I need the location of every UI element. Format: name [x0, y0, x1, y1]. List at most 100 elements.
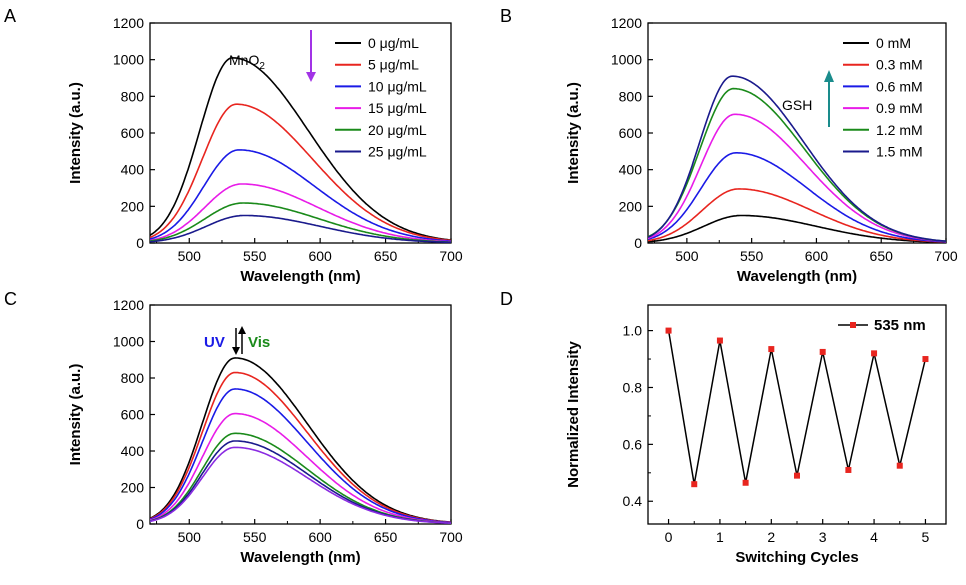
- y-tick-label: 0: [136, 235, 144, 251]
- x-tick-label: 650: [870, 248, 894, 264]
- panel-a: A 500 550 600 650 700 0 200 400 600 800 1000 1200 Wav…: [4, 6, 463, 285]
- annotation-gsh: GSH: [782, 70, 834, 127]
- y-axis-title: Intensity (a.u.): [67, 82, 84, 184]
- data-point: [845, 466, 852, 473]
- series-line-4: [150, 412, 451, 524]
- legend-label: 20 μg/mL: [368, 122, 427, 138]
- x-tick-label: 5: [922, 529, 930, 545]
- x-tick-label: 1: [716, 529, 724, 545]
- y-tick-label: 400: [619, 162, 643, 178]
- x-tick-label: 650: [374, 529, 398, 545]
- series-line-6: [648, 75, 946, 242]
- y-tick-label: 1000: [113, 52, 144, 68]
- legend-label: 1.2 mM: [876, 122, 923, 138]
- series-line-5: [150, 202, 451, 243]
- data-point: [665, 327, 672, 334]
- annotation-label: MnO2: [229, 52, 265, 72]
- x-tick-label: 500: [178, 248, 202, 264]
- x-tick-label: 0: [665, 529, 673, 545]
- series-line: [667, 330, 927, 485]
- x-tick-label: 500: [178, 529, 202, 545]
- legend-label: 0 μg/mL: [368, 35, 419, 51]
- annotation-label: GSH: [782, 97, 812, 113]
- annotation-text: MnO: [229, 52, 259, 68]
- y-tick-label: 1200: [113, 15, 144, 31]
- data-point: [794, 472, 800, 479]
- legend-label: 0.6 mM: [876, 78, 923, 94]
- data-point: [716, 337, 723, 344]
- legend-label: 25 μg/mL: [368, 144, 427, 160]
- x-tick-label: 550: [243, 248, 267, 264]
- series-line-1: [150, 357, 451, 523]
- series-line-1: [150, 56, 451, 241]
- arrow-down-head: [232, 347, 240, 355]
- x-axis-title: Wavelength (nm): [737, 268, 857, 285]
- x-tick-label: 700: [934, 248, 958, 264]
- y-tick-label: 400: [121, 443, 145, 459]
- y-tick-label: 600: [121, 407, 145, 423]
- annotation-uv-vis: UV Vis: [204, 326, 270, 355]
- x-tick-label: 2: [767, 529, 775, 545]
- series-line-2: [150, 371, 451, 524]
- annotation-uv: UV: [204, 334, 225, 351]
- legend-label: 1.5 mM: [876, 144, 923, 160]
- x-tick-label: 4: [870, 529, 878, 545]
- data-point: [768, 346, 775, 353]
- series-line-2: [648, 188, 946, 243]
- y-tick-label: 600: [121, 125, 145, 141]
- y-tick-label: 0.4: [623, 493, 643, 509]
- data-point: [922, 356, 929, 363]
- x-axis-title: Wavelength (nm): [240, 268, 360, 285]
- legend: 0 mM 0.3 mM 0.6 mM 0.9 mM 1.2 mM 1.5 mM: [843, 35, 923, 160]
- y-tick-label: 1000: [611, 52, 642, 68]
- x-tick-label: 700: [439, 529, 463, 545]
- series-line-4: [648, 113, 946, 243]
- legend-label: 0.9 mM: [876, 100, 923, 116]
- series-line-4: [150, 183, 451, 243]
- data-point: [896, 462, 903, 469]
- y-tick-label: 1200: [611, 15, 642, 31]
- panel-label: C: [4, 289, 17, 309]
- x-tick-label: 500: [675, 248, 699, 264]
- y-tick-label: 0.8: [623, 379, 643, 395]
- y-axis-title: Normalized Intensity: [565, 340, 582, 487]
- annotation-mno2: MnO2: [229, 30, 316, 82]
- y-tick-label: 600: [619, 125, 643, 141]
- legend-label: 535 nm: [874, 317, 926, 334]
- data-point: [871, 350, 878, 357]
- x-tick-label: 700: [439, 248, 463, 264]
- legend-label: 10 μg/mL: [368, 78, 427, 94]
- x-tick-label: 600: [308, 529, 332, 545]
- series-line-3: [150, 388, 451, 524]
- series-line-2: [150, 103, 451, 242]
- series-line-1: [648, 214, 946, 243]
- y-tick-label: 400: [121, 162, 145, 178]
- y-axis-title: Intensity (a.u.): [67, 364, 84, 466]
- y-tick-label: 1000: [113, 334, 144, 350]
- arrow-up-head: [238, 326, 246, 334]
- data-point: [691, 481, 698, 488]
- legend-label: 0 mM: [876, 35, 911, 51]
- y-tick-label: 0: [136, 516, 144, 532]
- x-tick-label: 600: [308, 248, 332, 264]
- series-line-6: [150, 214, 451, 243]
- panel-b: B 500 550 600 650 700 0 200 400 600 800 1000 1200 Wav…: [500, 6, 958, 285]
- legend-swatch-marker: [850, 322, 856, 328]
- legend: 535 nm: [838, 317, 926, 334]
- plot-frame: [647, 304, 947, 525]
- panel-c: C 500 550 600 650 700 0 200 400 600 800 1000 1200 Wav…: [4, 289, 463, 566]
- annotation-subscript: 2: [259, 61, 265, 72]
- y-tick-label: 200: [619, 198, 643, 214]
- legend-label: 15 μg/mL: [368, 100, 427, 116]
- y-tick-label: 0.6: [623, 436, 643, 452]
- panel-d: D 0 1 2 3 4 5 0.4 0.6 0.8 1.0 Switching Cycles Norma…: [500, 289, 947, 566]
- y-tick-label: 1.0: [623, 323, 643, 339]
- x-axis-title: Switching Cycles: [735, 549, 858, 566]
- x-axis-title: Wavelength (nm): [240, 549, 360, 566]
- y-tick-label: 800: [121, 370, 145, 386]
- x-tick-label: 550: [740, 248, 764, 264]
- x-tick-label: 3: [819, 529, 827, 545]
- down-arrow-head: [306, 72, 316, 82]
- up-arrow-head: [824, 70, 834, 82]
- y-tick-label: 1200: [113, 297, 144, 313]
